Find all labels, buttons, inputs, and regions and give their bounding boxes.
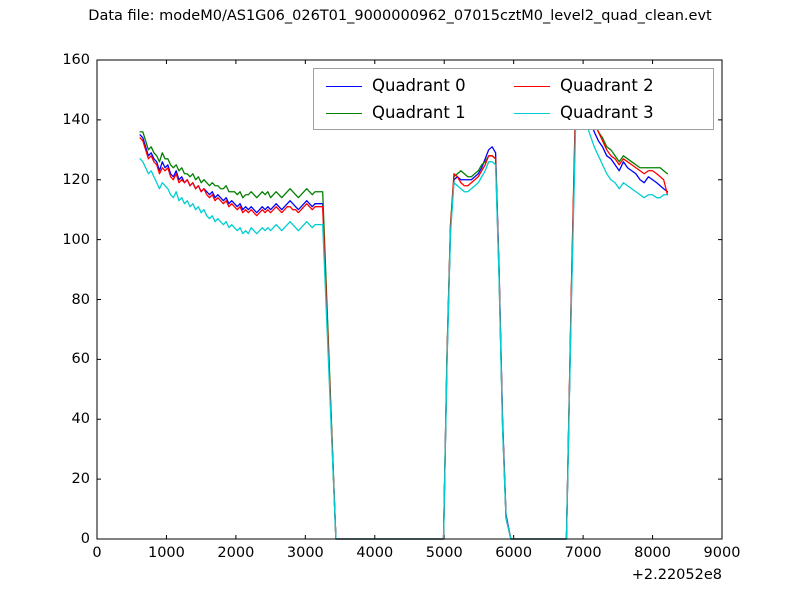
x-tick-label: 3000 — [286, 545, 324, 561]
y-tick-label: 60 — [71, 351, 90, 368]
x-tick-label: 0 — [92, 545, 102, 561]
legend: Quadrant 0 Quadrant 1 Quadrant 2 Quadrant 3 — [313, 68, 714, 130]
y-tick-label: 100 — [62, 231, 90, 248]
y-tick-label: 80 — [71, 291, 90, 308]
legend-entry-1: Quadrant 1 — [326, 100, 466, 126]
y-tick-label: 40 — [71, 411, 90, 428]
series-line-3 — [139, 95, 669, 540]
page-title: Data file: modeM0/AS1G06_026T01_90000009… — [88, 8, 712, 24]
legend-label-3: Quadrant 3 — [560, 102, 654, 122]
x-axis-offset-label: +2.22052e8 — [631, 567, 722, 583]
axes-background — [97, 60, 722, 539]
x-tick-label: 7000 — [564, 545, 602, 561]
legend-entry-2: Quadrant 2 — [514, 73, 654, 99]
x-tick-label: 8000 — [634, 545, 671, 561]
legend-entry-0: Quadrant 0 — [326, 73, 466, 99]
line-swatch-red — [514, 85, 550, 87]
y-tick-label: 20 — [71, 471, 90, 488]
y-tick-label: 120 — [62, 171, 90, 188]
x-tick-label: 1000 — [147, 545, 185, 561]
legend-label-2: Quadrant 2 — [560, 75, 654, 95]
y-tick-label: 160 — [62, 52, 90, 68]
x-tick-label: 5000 — [425, 545, 463, 561]
axes-frame — [96, 59, 723, 540]
x-tick-label: 2000 — [217, 545, 255, 561]
x-tick-label: 9000 — [703, 545, 741, 561]
y-tick-label: 140 — [62, 111, 90, 128]
line-swatch-cyan — [514, 112, 550, 114]
legend-label-1: Quadrant 1 — [372, 102, 466, 122]
legend-label-0: Quadrant 0 — [372, 75, 466, 95]
legend-entry-3: Quadrant 3 — [514, 100, 654, 126]
y-tick-label: 0 — [80, 531, 90, 547]
x-tick-label: 4000 — [356, 545, 394, 561]
x-tick-label: 6000 — [495, 545, 533, 561]
line-swatch-blue — [326, 85, 362, 87]
line-swatch-green — [326, 112, 362, 114]
